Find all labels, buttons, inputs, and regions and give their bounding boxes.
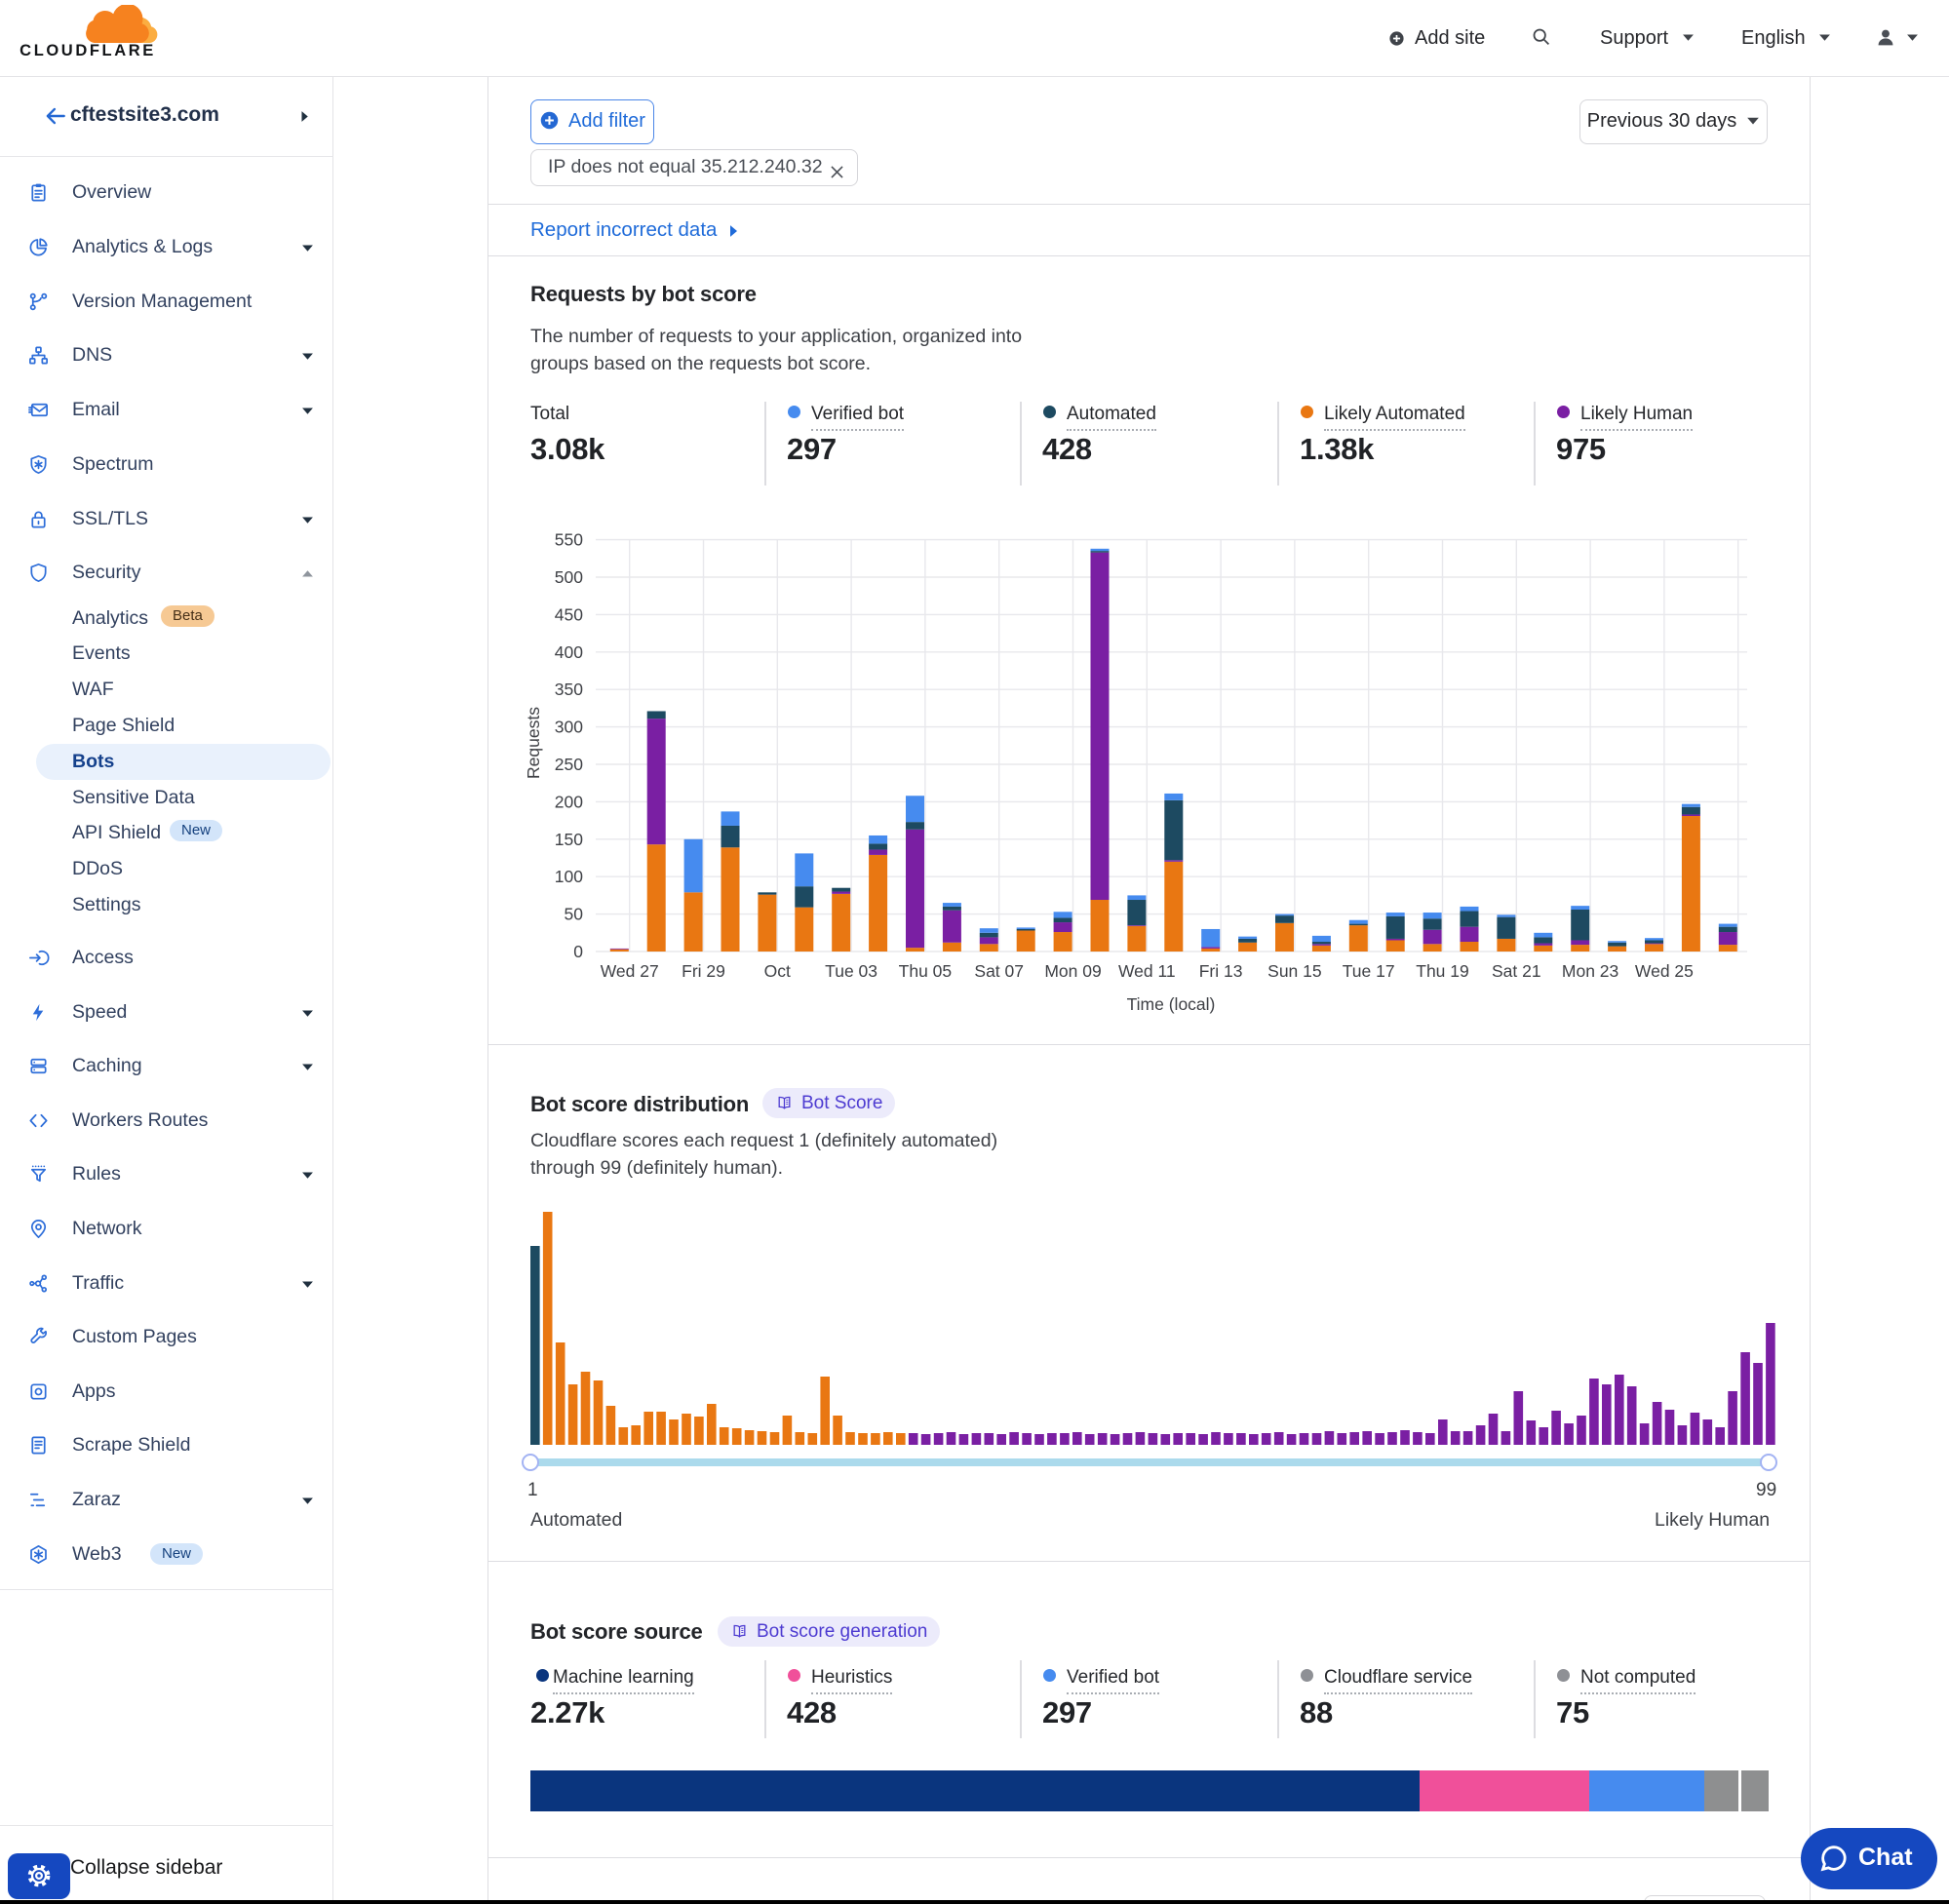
svg-text:Wed 27: Wed 27	[601, 961, 659, 981]
svg-text:250: 250	[555, 755, 583, 774]
svg-text:0: 0	[573, 942, 583, 961]
svg-text:Oct: Oct	[764, 961, 791, 981]
svg-text:350: 350	[555, 680, 583, 699]
svg-text:100: 100	[555, 867, 583, 886]
svg-text:Mon 23: Mon 23	[1562, 961, 1618, 981]
svg-text:Requests: Requests	[524, 707, 543, 779]
svg-text:200: 200	[555, 792, 583, 811]
svg-text:Wed 11: Wed 11	[1118, 961, 1176, 981]
svg-text:50: 50	[565, 905, 584, 924]
svg-text:150: 150	[555, 830, 583, 849]
svg-text:500: 500	[555, 567, 583, 587]
svg-text:Sun 15: Sun 15	[1267, 961, 1321, 981]
svg-text:Sat 07: Sat 07	[974, 961, 1024, 981]
svg-text:Fri 13: Fri 13	[1199, 961, 1243, 981]
svg-text:Time (local): Time (local)	[1127, 994, 1216, 1014]
svg-text:550: 550	[555, 530, 583, 550]
svg-text:450: 450	[555, 604, 583, 624]
svg-text:Thu 19: Thu 19	[1416, 961, 1468, 981]
svg-text:Thu 05: Thu 05	[899, 961, 952, 981]
svg-text:Wed 25: Wed 25	[1635, 961, 1694, 981]
svg-text:Fri 29: Fri 29	[682, 961, 725, 981]
svg-text:400: 400	[555, 642, 583, 662]
svg-text:Tue 17: Tue 17	[1343, 961, 1395, 981]
svg-text:Tue 03: Tue 03	[825, 961, 877, 981]
svg-text:300: 300	[555, 718, 583, 737]
svg-text:Sat 21: Sat 21	[1492, 961, 1541, 981]
svg-text:Mon 09: Mon 09	[1044, 961, 1101, 981]
